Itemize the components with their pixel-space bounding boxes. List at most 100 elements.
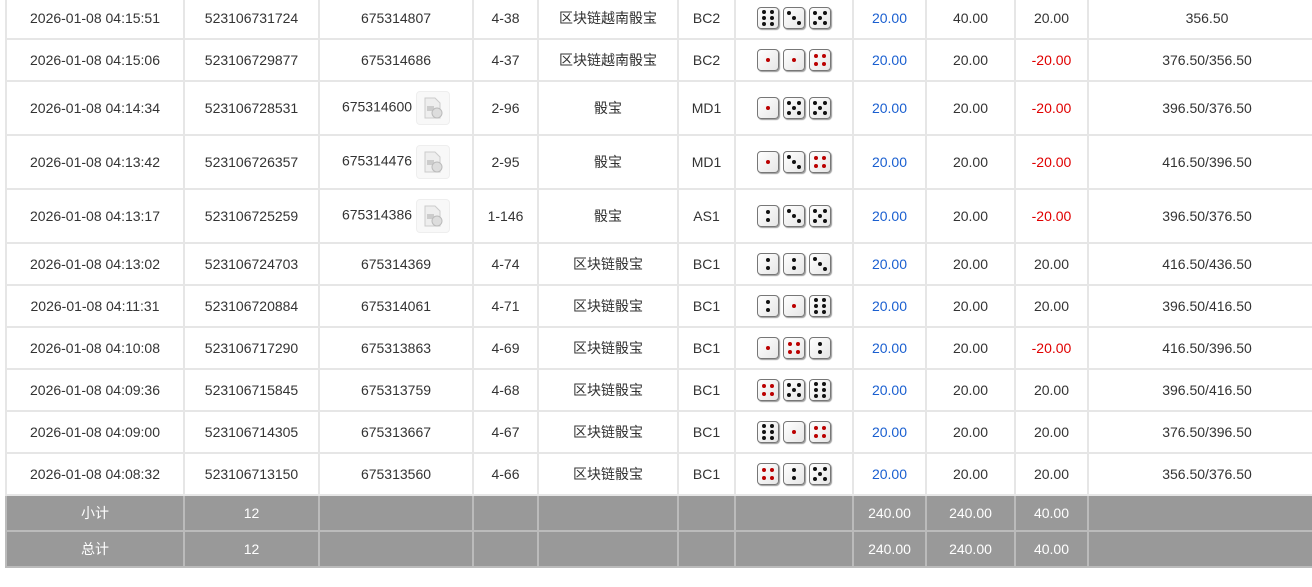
round-cell: 675314686 (318, 38, 474, 82)
dice-result (734, 452, 854, 496)
round-id: 675314061 (360, 298, 432, 314)
balance: 416.50/396.50 (1087, 134, 1312, 190)
die-four-icon (757, 463, 779, 485)
bet-time: 2026-01-08 04:15:06 (5, 38, 185, 82)
bet-id: 523106725259 (183, 188, 320, 244)
dice-result (734, 80, 854, 136)
bet-amount: 20.00 (852, 368, 927, 412)
dice-result (734, 326, 854, 370)
round-cell: 675314369 (318, 242, 474, 286)
round-id: 675314476 (341, 152, 413, 169)
dice-result (734, 0, 854, 40)
die-two-icon (783, 253, 805, 275)
video-replay-icon[interactable] (416, 145, 451, 179)
valid-bet: 20.00 (925, 284, 1016, 328)
die-two-icon (783, 463, 805, 485)
game-type: 骰宝 (537, 80, 679, 136)
die-two-icon (757, 253, 779, 275)
die-three-icon (809, 253, 831, 275)
table-row: 2026-01-08 04:14:34 523106728531 6753146… (5, 80, 1312, 136)
die-one-icon (783, 49, 805, 71)
total-count: 12 (183, 530, 320, 568)
table-code: MD1 (677, 134, 736, 190)
bet-amount: 20.00 (852, 188, 927, 244)
table-row: 2026-01-08 04:09:00 523106714305 6753136… (5, 410, 1312, 454)
bet-id: 523106715845 (183, 368, 320, 412)
game-type: 区块链骰宝 (537, 284, 679, 328)
balance: 396.50/376.50 (1087, 188, 1312, 244)
bet-id: 523106724703 (183, 242, 320, 286)
table-code: BC1 (677, 410, 736, 454)
bet-amount: 20.00 (852, 284, 927, 328)
shoe-number: 4-74 (472, 242, 539, 286)
table-code: BC1 (677, 326, 736, 370)
shoe-number: 4-68 (472, 368, 539, 412)
game-type: 区块链越南骰宝 (537, 38, 679, 82)
round-cell: 675314807 (318, 0, 474, 40)
shoe-number: 4-67 (472, 410, 539, 454)
die-two-icon (809, 337, 831, 359)
die-one-icon (783, 295, 805, 317)
balance: 416.50/396.50 (1087, 326, 1312, 370)
shoe-number: 4-66 (472, 452, 539, 496)
balance: 356.50 (1087, 0, 1312, 40)
subtotal-bet: 240.00 (852, 494, 927, 532)
game-type: 区块链骰宝 (537, 410, 679, 454)
bet-id: 523106726357 (183, 134, 320, 190)
total-row: 总计 12 240.00 240.00 40.00 (5, 530, 1312, 568)
table-row: 2026-01-08 04:08:32 523106713150 6753135… (5, 452, 1312, 496)
dice-result (734, 134, 854, 190)
bet-id: 523106720884 (183, 284, 320, 328)
die-four-icon (809, 49, 831, 71)
table-code: BC2 (677, 0, 736, 40)
die-four-icon (809, 151, 831, 173)
bet-id: 523106728531 (183, 80, 320, 136)
bet-amount: 20.00 (852, 80, 927, 136)
table-code: MD1 (677, 80, 736, 136)
valid-bet: 20.00 (925, 368, 1016, 412)
game-type: 区块链骰宝 (537, 368, 679, 412)
video-replay-icon[interactable] (416, 199, 451, 233)
table-code: BC1 (677, 242, 736, 286)
valid-bet: 20.00 (925, 242, 1016, 286)
die-five-icon (783, 97, 805, 119)
bet-amount: 20.00 (852, 134, 927, 190)
bet-time: 2026-01-08 04:14:34 (5, 80, 185, 136)
die-one-icon (757, 337, 779, 359)
dice-result (734, 242, 854, 286)
balance: 396.50/416.50 (1087, 368, 1312, 412)
win-loss: -20.00 (1014, 38, 1089, 82)
shoe-number: 1-146 (472, 188, 539, 244)
win-loss: 20.00 (1014, 368, 1089, 412)
win-loss: -20.00 (1014, 134, 1089, 190)
video-replay-icon[interactable] (416, 91, 451, 125)
shoe-number: 4-71 (472, 284, 539, 328)
round-cell: 675313863 (318, 326, 474, 370)
bet-amount: 20.00 (852, 38, 927, 82)
bet-amount: 20.00 (852, 452, 927, 496)
dice-result (734, 368, 854, 412)
die-five-icon (809, 97, 831, 119)
die-three-icon (783, 205, 805, 227)
bet-time: 2026-01-08 04:09:00 (5, 410, 185, 454)
die-four-icon (809, 421, 831, 443)
subtotal-valid: 240.00 (925, 494, 1016, 532)
valid-bet: 20.00 (925, 38, 1016, 82)
bet-time: 2026-01-08 04:10:08 (5, 326, 185, 370)
die-six-icon (809, 379, 831, 401)
round-id: 675314600 (341, 98, 413, 115)
game-type: 区块链越南骰宝 (537, 0, 679, 40)
bet-amount: 20.00 (852, 326, 927, 370)
bet-id: 523106731724 (183, 0, 320, 40)
bet-time: 2026-01-08 04:13:02 (5, 242, 185, 286)
valid-bet: 20.00 (925, 410, 1016, 454)
bet-time: 2026-01-08 04:15:51 (5, 0, 185, 40)
table-code: BC2 (677, 38, 736, 82)
game-type: 区块链骰宝 (537, 242, 679, 286)
die-two-icon (757, 205, 779, 227)
shoe-number: 4-69 (472, 326, 539, 370)
dice-result (734, 38, 854, 82)
round-cell: 675313759 (318, 368, 474, 412)
die-six-icon (757, 421, 779, 443)
round-id: 675313667 (360, 424, 432, 440)
